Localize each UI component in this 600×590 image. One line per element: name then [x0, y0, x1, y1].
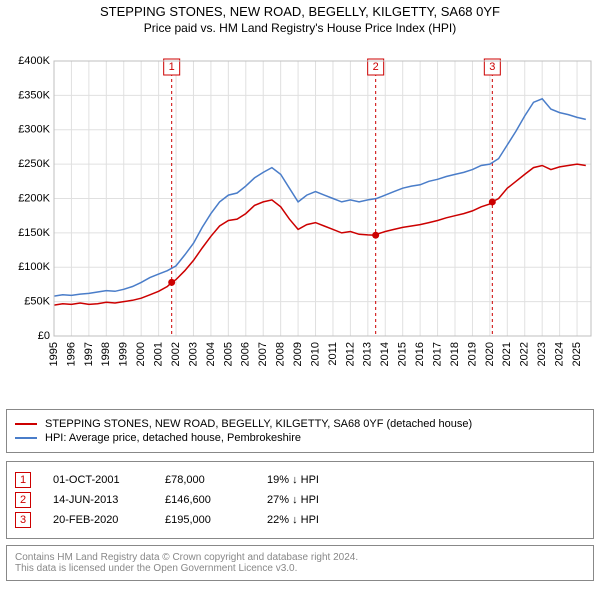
- legend-label: STEPPING STONES, NEW ROAD, BEGELLY, KILG…: [45, 418, 472, 430]
- y-tick-label: £150K: [18, 227, 50, 239]
- x-tick-label: 2005: [222, 342, 234, 366]
- event-diff: 27% ↓ HPI: [267, 494, 347, 506]
- event-date: 01-OCT-2001: [53, 474, 143, 486]
- y-tick-label: £400K: [18, 55, 50, 67]
- x-tick-label: 2013: [362, 342, 374, 366]
- legend-box: STEPPING STONES, NEW ROAD, BEGELLY, KILG…: [6, 409, 594, 453]
- x-tick-label: 2017: [431, 342, 443, 366]
- x-tick-label: 2011: [327, 342, 339, 366]
- event-marker-number: 3: [489, 61, 495, 73]
- event-row: 2 14-JUN-2013 £146,600 27% ↓ HPI: [15, 492, 585, 508]
- event-badge: 1: [15, 472, 31, 488]
- series-line-hpi: [54, 99, 586, 296]
- event-row: 3 20-FEB-2020 £195,000 22% ↓ HPI: [15, 512, 585, 528]
- x-tick-label: 2025: [571, 342, 583, 366]
- event-marker-dot: [168, 279, 175, 286]
- x-tick-label: 2016: [414, 342, 426, 366]
- x-tick-label: 2004: [205, 342, 217, 366]
- x-tick-label: 1998: [100, 342, 112, 366]
- y-tick-label: £300K: [18, 124, 50, 136]
- chart-area: £0 £50K £100K £150K £200K £250K £300K £350K £400…: [6, 41, 594, 401]
- x-tick-label: 1996: [65, 342, 77, 366]
- event-row: 1 01-OCT-2001 £78,000 19% ↓ HPI: [15, 472, 585, 488]
- y-tick-label: £50K: [24, 296, 50, 308]
- y-tick-label: £250K: [18, 158, 50, 170]
- y-tick-label: £200K: [18, 192, 50, 204]
- series-line-property: [54, 164, 586, 305]
- y-tick-label: £350K: [18, 89, 50, 101]
- x-tick-label: 2019: [466, 342, 478, 366]
- event-marker-dot: [489, 198, 496, 205]
- x-tick-label: 2014: [379, 342, 391, 366]
- legend-label: HPI: Average price, detached house, Pemb…: [45, 432, 301, 444]
- x-tick-label: 2009: [292, 342, 304, 366]
- events-box: 1 01-OCT-2001 £78,000 19% ↓ HPI 2 14-JUN-2013…: [6, 461, 594, 539]
- event-price: £146,600: [165, 494, 245, 506]
- legend-row: HPI: Average price, detached house, Pemb…: [15, 432, 585, 444]
- event-diff: 22% ↓ HPI: [267, 514, 347, 526]
- legend-swatch: [15, 423, 37, 425]
- event-diff: 19% ↓ HPI: [267, 474, 347, 486]
- event-price: £195,000: [165, 514, 245, 526]
- x-tick-label: 2021: [501, 342, 513, 366]
- y-tick-label: £0: [38, 330, 50, 342]
- event-badge: 2: [15, 492, 31, 508]
- chart-svg: £0 £50K £100K £150K £200K £250K £300K £350K £400…: [6, 41, 594, 401]
- event-date: 14-JUN-2013: [53, 494, 143, 506]
- x-tick-label: 2003: [187, 342, 199, 366]
- x-tick-label: 2012: [344, 342, 356, 366]
- event-badge: 3: [15, 512, 31, 528]
- x-tick-label: 2001: [153, 342, 165, 366]
- legend-swatch: [15, 437, 37, 439]
- x-tick-label: 2010: [309, 342, 321, 366]
- x-tick-label: 2002: [170, 342, 182, 366]
- event-marker-number: 2: [373, 61, 379, 73]
- event-price: £78,000: [165, 474, 245, 486]
- x-tick-label: 2022: [519, 342, 531, 366]
- y-tick-label: £100K: [18, 261, 50, 273]
- credit-line-1: Contains HM Land Registry data © Crown c…: [15, 552, 585, 563]
- x-tick-label: 2020: [484, 342, 496, 366]
- x-tick-label: 1995: [48, 342, 60, 366]
- chart-title: STEPPING STONES, NEW ROAD, BEGELLY, KILG…: [6, 4, 594, 19]
- x-tick-label: 1999: [118, 342, 130, 366]
- x-tick-label: 2000: [135, 342, 147, 366]
- x-tick-label: 2015: [397, 342, 409, 366]
- x-tick-label: 1997: [83, 342, 95, 366]
- x-tick-label: 2007: [257, 342, 269, 366]
- credit-line-2: This data is licensed under the Open Gov…: [15, 563, 585, 574]
- event-date: 20-FEB-2020: [53, 514, 143, 526]
- x-tick-label: 2023: [536, 342, 548, 366]
- credit-box: Contains HM Land Registry data © Crown c…: [6, 545, 594, 581]
- x-tick-label: 2018: [449, 342, 461, 366]
- chart-subtitle: Price paid vs. HM Land Registry's House …: [6, 21, 594, 35]
- event-marker-dot: [372, 232, 379, 239]
- x-tick-label: 2006: [240, 342, 252, 366]
- legend-row: STEPPING STONES, NEW ROAD, BEGELLY, KILG…: [15, 418, 585, 430]
- event-marker-number: 1: [169, 61, 175, 73]
- x-tick-label: 2024: [554, 342, 566, 366]
- x-tick-label: 2008: [275, 342, 287, 366]
